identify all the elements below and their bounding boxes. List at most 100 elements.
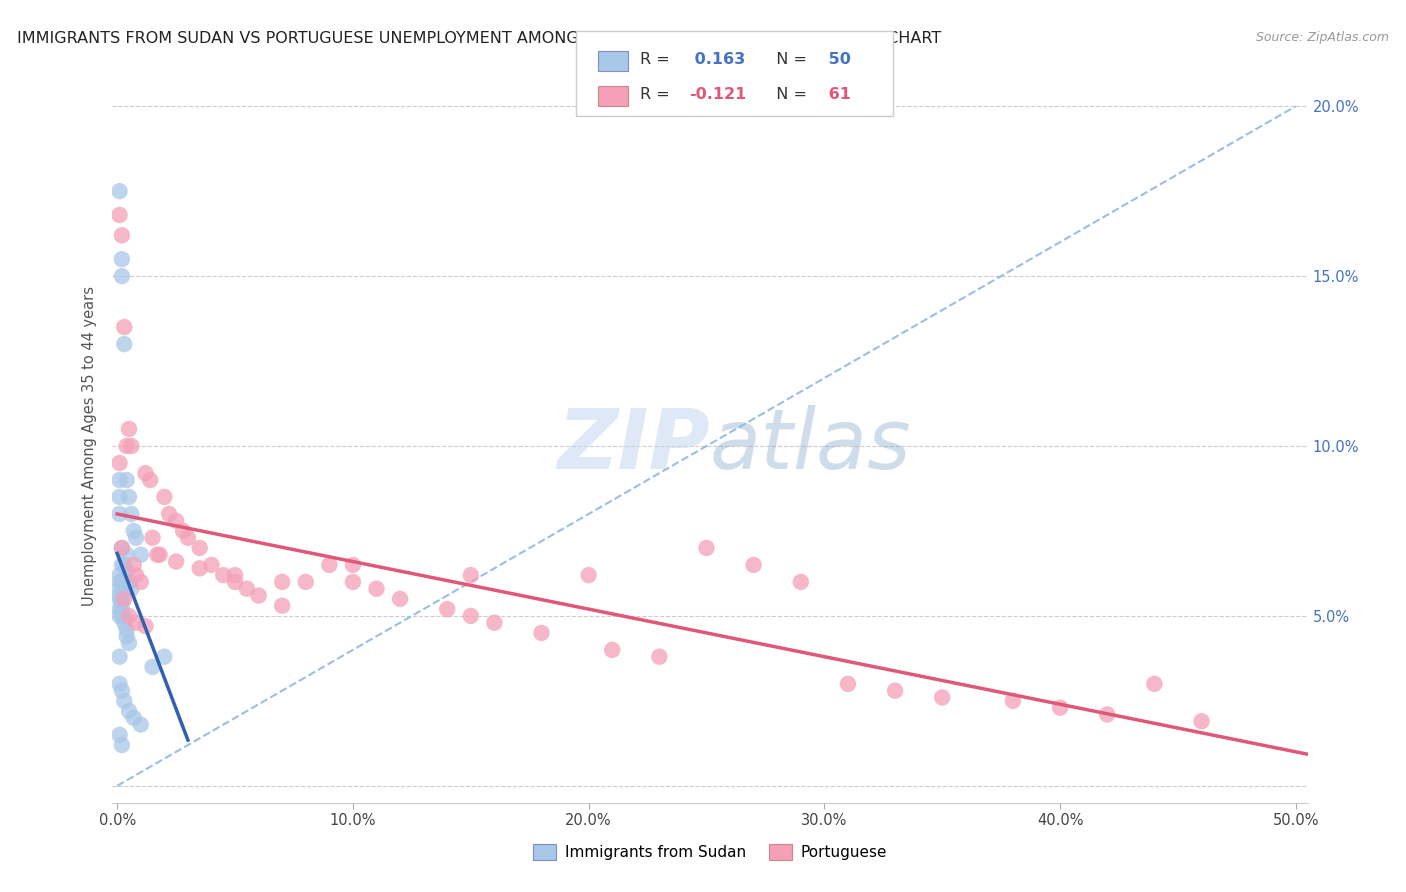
Point [112, 591, 135, 606]
Point [129, 548, 152, 562]
Point [112, 608, 135, 623]
Point [108, 184, 131, 198]
Text: R =: R = [640, 87, 675, 103]
Point [271, 599, 294, 613]
Text: 50: 50 [823, 53, 851, 68]
Point [111, 269, 134, 284]
Point [111, 608, 134, 623]
Point [111, 541, 134, 555]
Point [115, 565, 138, 579]
Point [460, 568, 482, 582]
Point [318, 558, 340, 572]
Text: 61: 61 [823, 87, 851, 103]
Point [884, 683, 907, 698]
Point [342, 558, 364, 572]
Point [125, 615, 148, 630]
Point [530, 626, 553, 640]
Point [153, 490, 176, 504]
Legend: Immigrants from Sudan, Portuguese: Immigrants from Sudan, Portuguese [527, 838, 893, 866]
Point [484, 615, 506, 630]
Point [108, 602, 131, 616]
Point [108, 649, 131, 664]
Point [188, 541, 211, 555]
Point [111, 558, 134, 572]
Point [111, 683, 134, 698]
Text: Source: ZipAtlas.com: Source: ZipAtlas.com [1256, 31, 1389, 45]
Point [1191, 714, 1213, 729]
Point [142, 531, 165, 545]
Point [177, 531, 200, 545]
Text: N =: N = [766, 53, 813, 68]
Point [118, 490, 141, 504]
Point [108, 507, 131, 521]
Point [112, 558, 135, 572]
Point [149, 548, 172, 562]
Point [115, 473, 138, 487]
Point [157, 507, 180, 521]
Point [389, 591, 412, 606]
Point [212, 568, 235, 582]
Point [129, 574, 152, 589]
Point [224, 568, 246, 582]
Point [108, 473, 131, 487]
Point [111, 595, 134, 609]
Point [165, 555, 187, 569]
Point [118, 422, 141, 436]
Point [111, 591, 134, 606]
Point [118, 636, 141, 650]
Point [115, 623, 138, 637]
Point [188, 561, 211, 575]
Text: -0.121: -0.121 [689, 87, 747, 103]
Point [111, 602, 134, 616]
Point [108, 677, 131, 691]
Point [111, 738, 134, 752]
Point [122, 524, 145, 538]
Point [111, 541, 134, 555]
Point [271, 574, 294, 589]
Text: atlas: atlas [710, 406, 911, 486]
Text: ZIP: ZIP [557, 406, 710, 486]
Point [294, 574, 316, 589]
Point [112, 694, 135, 708]
Point [111, 252, 134, 266]
Point [695, 541, 717, 555]
Point [366, 582, 388, 596]
Point [122, 711, 145, 725]
Point [122, 558, 145, 572]
Point [436, 602, 458, 616]
Text: N =: N = [766, 87, 813, 103]
Point [108, 591, 131, 606]
Point [146, 548, 169, 562]
Point [112, 320, 135, 334]
Point [112, 615, 135, 630]
Point [120, 507, 142, 521]
Point [139, 473, 162, 487]
Point [125, 531, 148, 545]
Point [112, 574, 135, 589]
Text: 0.163: 0.163 [689, 53, 745, 68]
Point [108, 574, 131, 589]
Point [108, 568, 131, 582]
Point [1001, 694, 1024, 708]
Point [142, 660, 165, 674]
Point [236, 582, 259, 596]
Point [247, 589, 270, 603]
Point [108, 456, 131, 470]
Point [153, 649, 176, 664]
Point [1095, 707, 1118, 722]
Text: R =: R = [640, 53, 675, 68]
Point [224, 574, 246, 589]
Point [108, 589, 131, 603]
Point [112, 582, 135, 596]
Point [108, 608, 131, 623]
Point [115, 548, 138, 562]
Point [108, 582, 131, 596]
Point [111, 228, 134, 243]
Point [108, 490, 131, 504]
Point [742, 558, 765, 572]
Point [931, 690, 953, 705]
Point [120, 582, 142, 596]
Point [1049, 700, 1071, 714]
Point [460, 608, 482, 623]
Point [129, 717, 152, 731]
